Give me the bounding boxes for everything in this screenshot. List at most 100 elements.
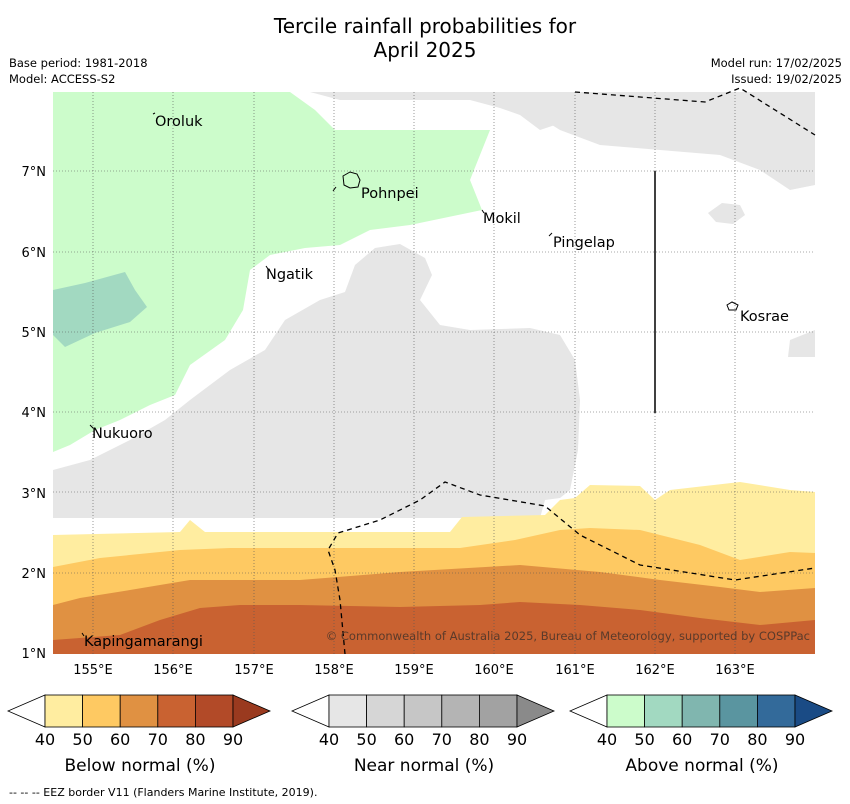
near-above-90-triangle xyxy=(516,694,556,728)
near-tick-50: 50 xyxy=(356,730,377,749)
near-tick-80: 80 xyxy=(469,730,490,749)
lon-label-157: 157°E xyxy=(234,663,274,678)
label-kapingamarangi: Kapingamarangi xyxy=(84,634,203,650)
above-tick-40: 40 xyxy=(596,730,618,749)
lon-label-156: 156°E xyxy=(153,663,193,678)
lat-label-7: 7°N xyxy=(22,165,47,180)
above-tick-90: 90 xyxy=(784,730,806,749)
near-swatch-3 xyxy=(403,694,443,728)
colorbar-near-normal xyxy=(290,694,556,728)
above-tick-80: 80 xyxy=(747,730,768,749)
label-ngatik: Ngatik xyxy=(266,267,314,283)
lat-label-3: 3°N xyxy=(22,487,47,502)
below-swatch-1 xyxy=(44,694,83,728)
lat-label-2: 2°N xyxy=(22,567,47,582)
meta-right: Model run: 17/02/2025 Issued: 19/02/2025 xyxy=(711,55,842,87)
place-labels: Oroluk Pohnpei Mokil Pingelap Ngatik Kos… xyxy=(84,114,789,650)
above-normal-50-patch xyxy=(53,272,147,347)
near-normal-region-central xyxy=(53,244,580,518)
title-line-1: Tercile rainfall probabilities for xyxy=(273,14,577,38)
above-swatch-3 xyxy=(681,694,721,728)
colorbar-above-normal xyxy=(568,694,834,728)
near-swatch-4 xyxy=(441,694,480,728)
near-normal-patch-far-east xyxy=(788,330,815,357)
lon-label-155: 155°E xyxy=(73,663,113,678)
eez-border-north xyxy=(574,87,816,136)
near-tick-70: 70 xyxy=(431,730,452,749)
label-pingelap: Pingelap xyxy=(553,235,615,251)
near-swatch-2 xyxy=(366,694,405,728)
above-tick-70: 70 xyxy=(709,730,730,749)
islands xyxy=(81,112,739,637)
kapingamarangi-island xyxy=(81,632,85,637)
pohnpei-island-outline xyxy=(342,171,361,189)
chart-title: Tercile rainfall probabilities for April… xyxy=(0,14,850,62)
label-mokil: Mokil xyxy=(483,211,521,227)
near-normal-region-north2 xyxy=(500,92,815,190)
near-tick-40: 40 xyxy=(318,730,340,749)
lon-axis-labels: 155°E 156°E 157°E 158°E 159°E 160°E 161°… xyxy=(73,663,755,678)
below-swatch-3 xyxy=(119,694,159,728)
lon-label-161: 161°E xyxy=(555,663,595,678)
lon-label-159: 159°E xyxy=(394,663,434,678)
below-swatch-4 xyxy=(157,694,196,728)
eez-footnote: -- -- -- EEZ border V11 (Flanders Marine… xyxy=(9,786,318,799)
near-tick-90: 90 xyxy=(506,730,528,749)
below-tick-50: 50 xyxy=(72,730,93,749)
below-tick-90: 90 xyxy=(222,730,244,749)
above-swatch-5 xyxy=(756,694,796,728)
below-normal-70-band xyxy=(53,602,815,654)
colorbar-below-normal xyxy=(6,694,272,728)
meta-left: Base period: 1981-2018 Model: ACCESS-S2 xyxy=(9,55,148,87)
above-tick-60: 60 xyxy=(672,730,693,749)
eez-border-south xyxy=(327,481,816,655)
eez-borders xyxy=(327,87,816,655)
near-below-40-triangle xyxy=(290,694,330,728)
lat-label-6: 6°N xyxy=(22,246,47,261)
lon-label-158: 158°E xyxy=(314,663,354,678)
below-swatch-5 xyxy=(194,694,234,728)
below-below-40-triangle xyxy=(6,694,46,728)
lat-axis-labels: 1°N 2°N 3°N 4°N 5°N 6°N 7°N xyxy=(22,165,47,662)
kosrae-island-outline xyxy=(726,301,739,311)
label-nukuoro: Nukuoro xyxy=(92,426,153,442)
oroluk-island xyxy=(152,112,156,115)
above-swatch-2 xyxy=(644,694,683,728)
rainfall-map: Oroluk Pohnpei Mokil Pingelap Ngatik Kos… xyxy=(22,87,816,678)
copyright-notice: © Commonwealth of Australia 2025, Bureau… xyxy=(326,629,810,643)
mokil-island xyxy=(481,209,485,214)
below-tick-80: 80 xyxy=(185,730,206,749)
near-tick-60: 60 xyxy=(394,730,415,749)
label-oroluk: Oroluk xyxy=(155,114,203,130)
above-above-90-triangle xyxy=(794,694,834,728)
base-period: Base period: 1981-2018 xyxy=(9,56,148,70)
pingelap-island xyxy=(548,232,553,237)
lat-label-1: 1°N xyxy=(22,647,47,662)
above-swatch-4 xyxy=(719,694,758,728)
near-normal-patch-east xyxy=(708,203,745,224)
lon-label-162: 162°E xyxy=(635,663,675,678)
below-tick-40: 40 xyxy=(34,730,56,749)
model-name: Model: ACCESS-S2 xyxy=(9,72,116,86)
above-normal-region xyxy=(53,92,490,452)
pohnpei-reef xyxy=(332,186,337,192)
issued-date: Issued: 19/02/2025 xyxy=(731,72,842,86)
below-normal-title: Below normal (%) xyxy=(64,756,216,776)
nukuoro-island xyxy=(89,424,94,429)
above-swatch-1 xyxy=(606,694,645,728)
lat-label-5: 5°N xyxy=(22,326,47,341)
lon-label-163: 163°E xyxy=(715,663,755,678)
below-tick-60: 60 xyxy=(110,730,131,749)
title-line-2: April 2025 xyxy=(373,38,477,62)
lon-label-160: 160°E xyxy=(474,663,514,678)
below-swatch-2 xyxy=(82,694,121,728)
above-normal-title: Above normal (%) xyxy=(625,756,779,776)
below-tick-70: 70 xyxy=(147,730,168,749)
above-tick-50: 50 xyxy=(634,730,655,749)
below-above-90-triangle xyxy=(232,694,272,728)
near-swatch-1 xyxy=(328,694,367,728)
near-swatch-5 xyxy=(478,694,518,728)
map-fill-layer xyxy=(53,92,815,654)
gridlines xyxy=(53,92,815,654)
ngatik-island xyxy=(265,265,269,270)
